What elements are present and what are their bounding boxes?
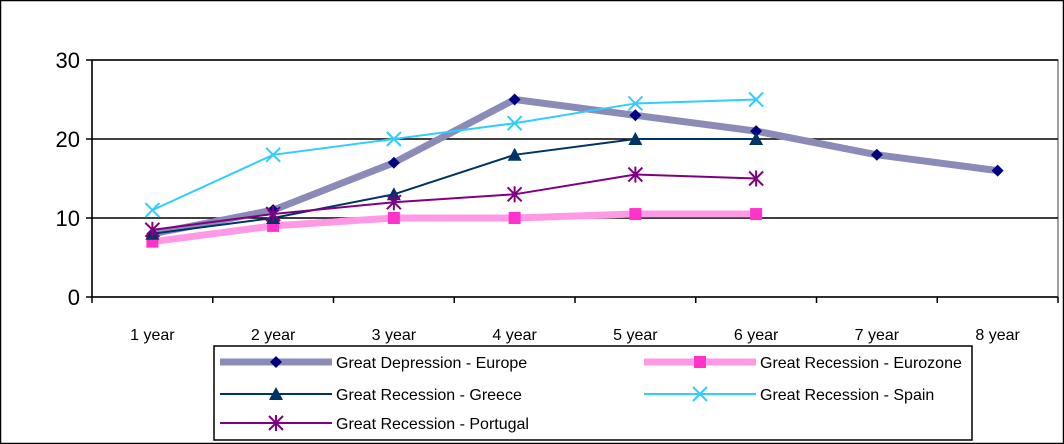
y-tick-label: 30 xyxy=(56,48,80,73)
series-great-recession-portugal-point xyxy=(506,186,523,203)
series-great-recession-greece-point xyxy=(628,132,643,145)
y-tick-label: 20 xyxy=(56,127,80,152)
series-great-recession-spain-point-stroke xyxy=(627,95,644,112)
legend-item-great-recession-greece-swatch-marker xyxy=(269,387,283,400)
series-great-recession-greece-point xyxy=(386,187,401,201)
x-tick-label: 3 year xyxy=(372,327,417,344)
series-great-recession-spain-point-stroke xyxy=(748,91,764,108)
legend-item-great-recession-spain: Great Recession - Spain xyxy=(644,386,934,404)
legend-item-great-recession-spain-label: Great Recession - Spain xyxy=(760,387,934,404)
legend-item-great-recession-eurozone: Great Recession - Eurozone xyxy=(644,355,962,372)
series-great-depression-europe-point xyxy=(991,164,1004,177)
x-tick-label: 7 year xyxy=(855,327,900,344)
axes: 0 10 20 30 1 year 2 year 3 year 4 year 5 year 6 y… xyxy=(56,48,1059,344)
y-tick-label: 10 xyxy=(56,206,80,231)
legend: Great Depression - Europe Great Recession… xyxy=(213,345,973,441)
series-great-recession-spain-line xyxy=(151,98,757,212)
legend-item-great-recession-spain-swatch-marker-stroke xyxy=(692,386,708,402)
series-great-recession-spain-point-stroke xyxy=(265,147,281,163)
series-great-recession-spain-point xyxy=(506,115,523,131)
series-great-recession-portugal-point xyxy=(144,221,161,238)
series-great-recession-eurozone-point xyxy=(750,208,763,221)
legend-item-great-recession-greece: Great Recession - Greece xyxy=(220,387,522,404)
legend-item-great-depression-europe: Great Depression - Europe xyxy=(220,355,527,372)
series-great-recession-portugal-line xyxy=(152,173,757,231)
x-tick-label: 2 year xyxy=(251,327,296,344)
series-group xyxy=(144,91,1004,248)
x-tick-label: 1 year xyxy=(130,327,175,344)
x-tick-label: 8 year xyxy=(975,327,1020,344)
series-great-recession-portugal-point xyxy=(748,170,764,187)
series-great-depression-europe-point xyxy=(870,148,883,161)
plot-area-border xyxy=(91,59,1059,298)
series-great-recession-spain-point xyxy=(144,202,161,218)
legend-item-great-recession-eurozone-label: Great Recession - Eurozone xyxy=(760,355,962,372)
series-great-recession-eurozone-line xyxy=(148,210,760,246)
legend-item-great-recession-portugal: Great Recession - Portugal xyxy=(220,415,529,433)
legend-item-great-recession-portugal-swatch-marker xyxy=(268,415,284,431)
x-tick-label: 4 year xyxy=(492,327,537,344)
series-great-recession-spain-point-stroke xyxy=(386,131,402,147)
series-great-depression-europe-point xyxy=(387,156,400,169)
series-great-recession-eurozone-point xyxy=(629,208,642,221)
legend-item-great-depression-europe-swatch-marker xyxy=(270,356,282,368)
series-great-recession-spain-point xyxy=(265,147,281,163)
plot-area xyxy=(91,59,1059,298)
x-tick-label: 5 year xyxy=(613,327,658,344)
series-great-recession-spain-point xyxy=(386,131,402,147)
series-great-recession-spain-point xyxy=(627,95,644,112)
legend-item-great-depression-europe-label: Great Depression - Europe xyxy=(336,355,527,372)
series-great-recession-eurozone-point xyxy=(508,212,521,224)
series-great-recession-greece-line xyxy=(152,138,757,235)
legend-item-great-recession-portugal-label: Great Recession - Portugal xyxy=(336,416,529,433)
series-great-recession-portugal-point xyxy=(627,166,644,183)
series-great-recession-portugal-point xyxy=(265,206,281,223)
y-tick-label: 0 xyxy=(68,285,80,310)
legend-box xyxy=(213,345,973,441)
x-tick-label: 6 year xyxy=(734,327,779,344)
series-great-recession-greece-point xyxy=(749,132,764,145)
series-great-recession-greece-point xyxy=(507,147,522,161)
series-great-depression-europe-line xyxy=(148,96,1002,238)
series-great-depression-europe-point xyxy=(750,125,763,138)
series-great-depression-europe-point xyxy=(629,109,642,122)
legend-item-great-recession-eurozone-swatch-marker xyxy=(694,356,706,368)
series-great-recession-spain-point-stroke xyxy=(144,202,161,218)
series-great-recession-eurozone-point xyxy=(387,212,400,224)
series-great-recession-spain-point-stroke xyxy=(506,115,523,131)
legend-item-great-recession-spain-swatch-marker xyxy=(692,386,708,402)
series-great-depression-europe-point xyxy=(508,93,521,106)
series-great-recession-spain-point xyxy=(748,91,764,108)
series-great-recession-portugal-point xyxy=(386,194,402,211)
legend-item-great-recession-greece-label: Great Recession - Greece xyxy=(336,387,522,404)
